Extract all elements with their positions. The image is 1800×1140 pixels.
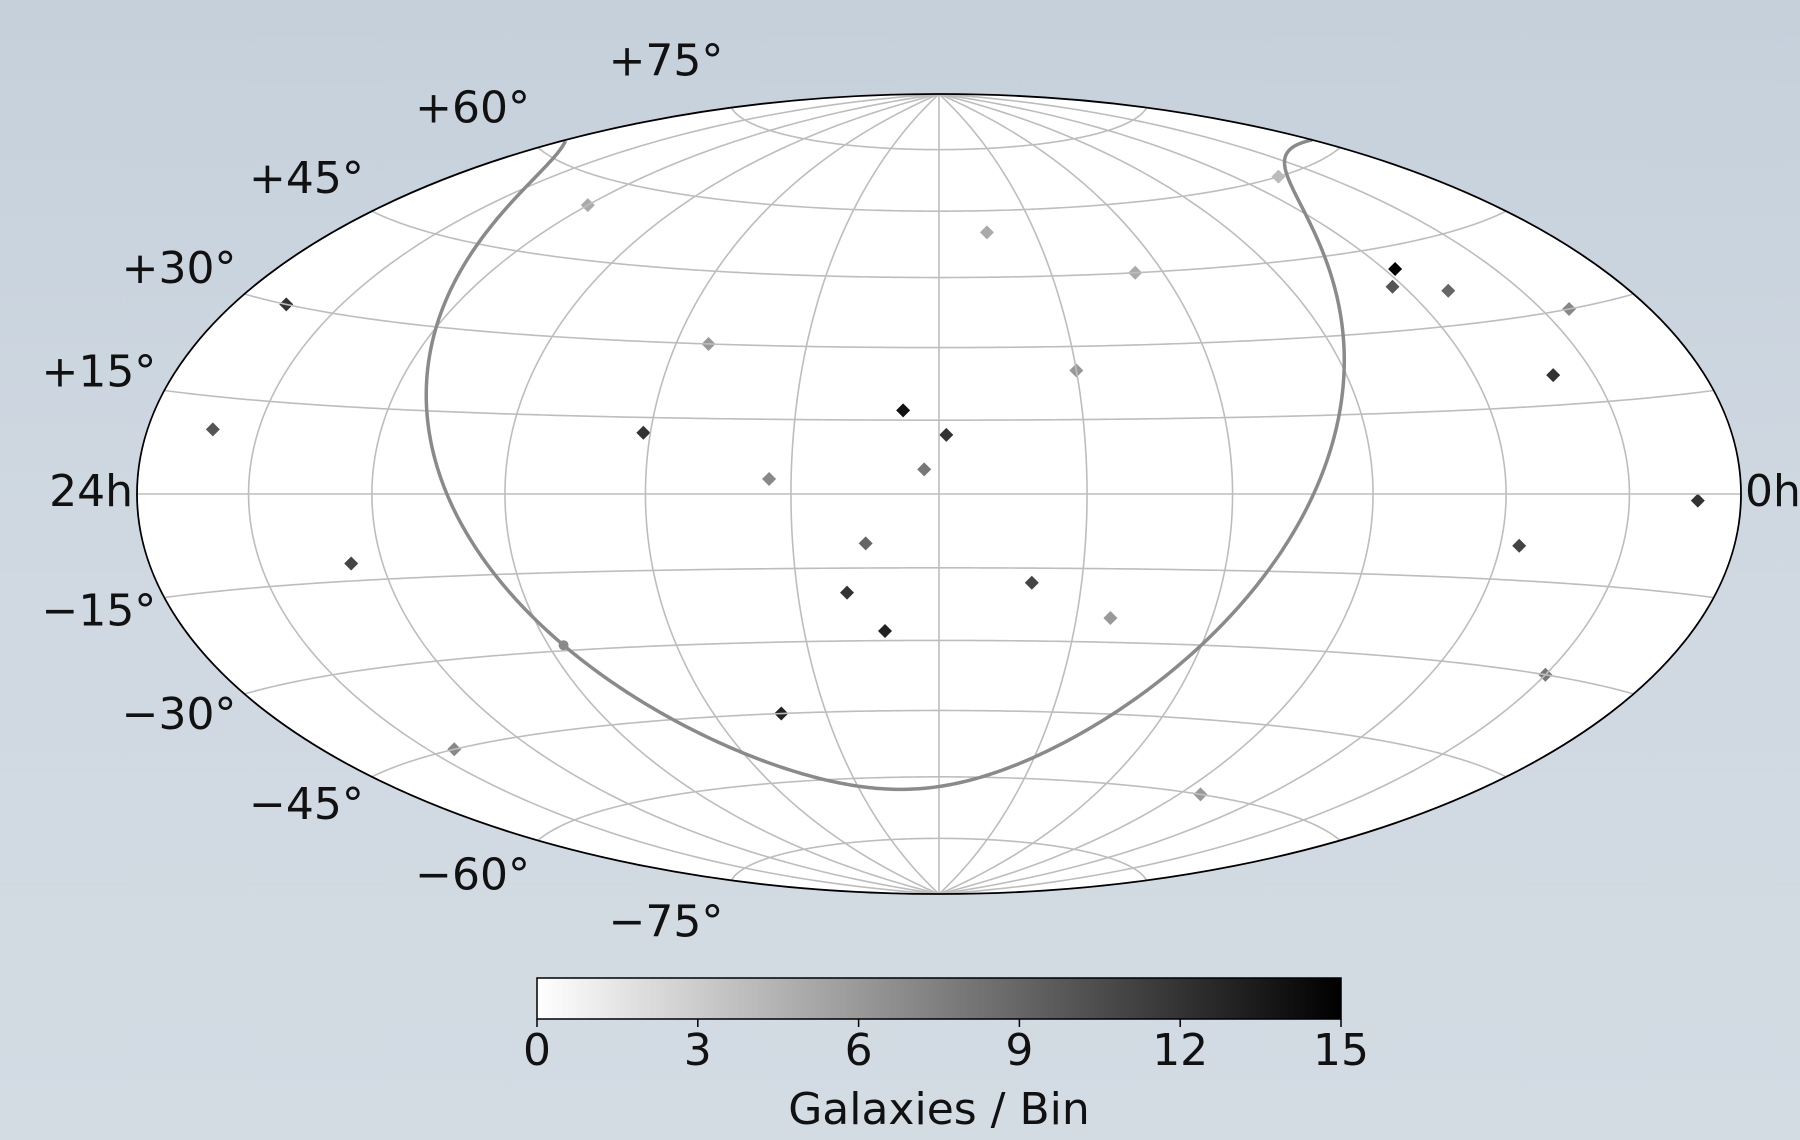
colorbar-tick-label: 6 (845, 1025, 873, 1076)
y-tick-label: −45° (249, 779, 364, 830)
y-tick-label: +15° (41, 346, 156, 397)
chart: Galaxies / Bin +75° +60° +45°+30° +15° −15° −… (0, 0, 1800, 1140)
colorbar-tick-label: 0 (523, 1025, 551, 1076)
colorbar-tick-label: 12 (1152, 1025, 1208, 1076)
y-tick-label: +75° (609, 36, 724, 87)
y-tick-label: −60° (415, 849, 530, 900)
colorbar-tick-label: 9 (1005, 1025, 1033, 1076)
x-tick-label: 24h (49, 466, 133, 517)
y-tick-label: +30° (122, 243, 237, 294)
map-content (137, 94, 1741, 894)
page: {"chart_data": { "type": "skymap", "proj… (0, 0, 1800, 1140)
colorbar (537, 978, 1341, 1019)
colorbar-tick-label: 3 (684, 1025, 712, 1076)
y-tick-label: +45° (249, 153, 364, 204)
x-tick-label: 0h (1745, 466, 1800, 517)
colorbar-label: Galaxies / Bin (788, 1084, 1090, 1135)
colorbar-tick-label: 15 (1313, 1025, 1369, 1076)
galactic-center (559, 640, 569, 650)
y-tick-label: −30° (122, 689, 237, 740)
y-tick-label: +60° (415, 83, 530, 134)
y-tick-label: −75° (609, 896, 724, 947)
y-tick-label: −15° (41, 586, 156, 637)
